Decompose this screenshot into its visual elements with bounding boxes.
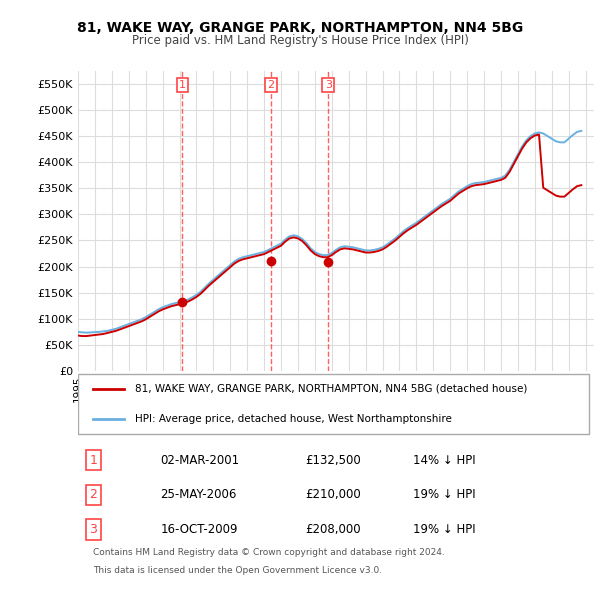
Text: 81, WAKE WAY, GRANGE PARK, NORTHAMPTON, NN4 5BG (detached house): 81, WAKE WAY, GRANGE PARK, NORTHAMPTON, …: [135, 384, 527, 394]
Text: 02-MAR-2001: 02-MAR-2001: [161, 454, 239, 467]
Text: 19% ↓ HPI: 19% ↓ HPI: [413, 523, 476, 536]
Text: 1: 1: [179, 80, 186, 90]
Text: Price paid vs. HM Land Registry's House Price Index (HPI): Price paid vs. HM Land Registry's House …: [131, 34, 469, 47]
Text: 81, WAKE WAY, GRANGE PARK, NORTHAMPTON, NN4 5BG: 81, WAKE WAY, GRANGE PARK, NORTHAMPTON, …: [77, 21, 523, 35]
Text: 3: 3: [325, 80, 332, 90]
Text: 1: 1: [89, 454, 97, 467]
Text: Contains HM Land Registry data © Crown copyright and database right 2024.: Contains HM Land Registry data © Crown c…: [94, 548, 445, 556]
Text: £132,500: £132,500: [305, 454, 361, 467]
Text: 2: 2: [268, 80, 274, 90]
Text: £208,000: £208,000: [305, 523, 361, 536]
Text: 2: 2: [89, 489, 97, 502]
Text: £210,000: £210,000: [305, 489, 361, 502]
FancyBboxPatch shape: [78, 373, 589, 434]
Text: This data is licensed under the Open Government Licence v3.0.: This data is licensed under the Open Gov…: [94, 566, 383, 575]
Text: 16-OCT-2009: 16-OCT-2009: [161, 523, 238, 536]
Text: 3: 3: [89, 523, 97, 536]
Text: 14% ↓ HPI: 14% ↓ HPI: [413, 454, 476, 467]
Text: HPI: Average price, detached house, West Northamptonshire: HPI: Average price, detached house, West…: [135, 414, 452, 424]
Text: 19% ↓ HPI: 19% ↓ HPI: [413, 489, 476, 502]
Text: 25-MAY-2006: 25-MAY-2006: [161, 489, 237, 502]
